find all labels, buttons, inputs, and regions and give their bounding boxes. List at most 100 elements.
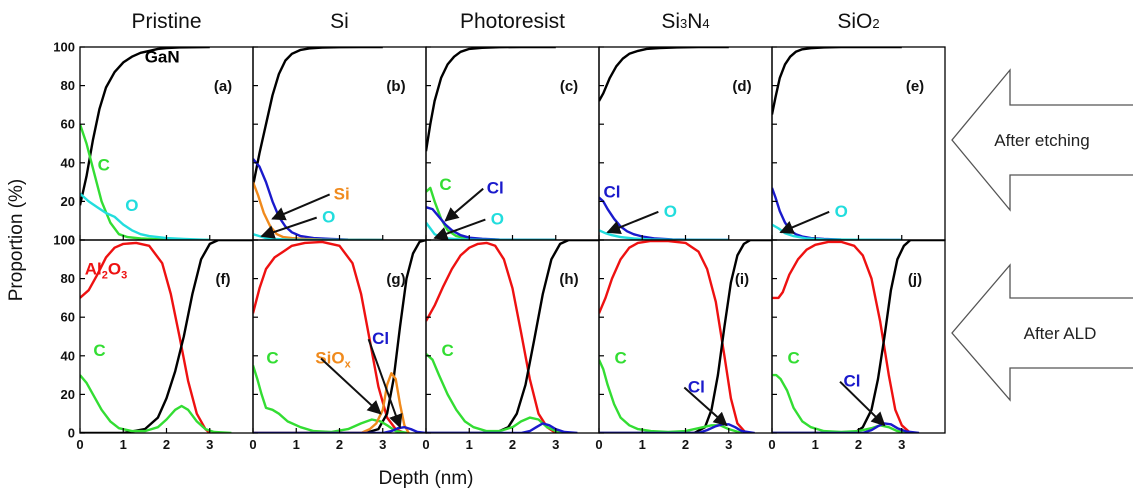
- series-line-C: [80, 123, 210, 240]
- annotation-text: Cl: [844, 372, 861, 391]
- annotation-Cl: Cl: [372, 329, 389, 348]
- annotation-O: O: [664, 202, 677, 221]
- series-line-GaN: [599, 240, 772, 433]
- annotation-C: C: [266, 349, 278, 368]
- series-line-Al2O3: [426, 241, 557, 433]
- series-line-C: [253, 365, 409, 433]
- annotation-arrow: [779, 210, 830, 234]
- panel-g: 0 1 2 3 (g) C SiOx Cl: [249, 239, 427, 452]
- y-tick-label: 100: [53, 233, 75, 248]
- panel-letter-a: (a): [214, 78, 232, 95]
- annotation-arrow: [839, 380, 886, 427]
- column-title-part: 2: [872, 16, 879, 31]
- annotation-O: O: [835, 202, 848, 221]
- column-title-0: Pristine: [131, 10, 201, 33]
- annotation-Si: Si: [334, 184, 350, 203]
- series-line-GaN: [772, 240, 945, 433]
- series-line-Al2O3: [80, 241, 211, 433]
- column-title-part: Photoresist: [460, 10, 565, 33]
- panel-i: 0 1 2 3 (i) C Cl: [595, 239, 773, 452]
- y-axis-title: Proportion (%): [6, 179, 27, 302]
- annotation-arrow: [606, 210, 659, 235]
- y-tick-label: 100: [53, 40, 75, 55]
- annotation-arrow: [320, 357, 382, 415]
- annotation-Cl: Cl: [688, 377, 705, 396]
- y-tick-label: 80: [61, 78, 75, 93]
- ald-arrow: After ALD: [951, 263, 1133, 402]
- annotation-C: C: [614, 349, 626, 368]
- y-tick-label: 20: [61, 194, 75, 209]
- series-line-GaN: [426, 47, 556, 152]
- annotation-C: C: [439, 175, 451, 194]
- series-line-GaN: [80, 240, 253, 433]
- annotation-text: C: [787, 349, 799, 368]
- column-title-part: 4: [702, 16, 709, 31]
- annotation-arrow: [433, 218, 486, 241]
- y-tick-label: 40: [61, 155, 75, 170]
- x-tick-label: 2: [855, 437, 862, 452]
- annotation-Cl: Cl: [844, 372, 861, 391]
- y-tick-label: 60: [61, 310, 75, 325]
- annotation-text: O: [491, 210, 504, 229]
- series-line-GaN: [253, 240, 426, 433]
- panel-letter-i: (i): [735, 271, 749, 288]
- series-group: [253, 240, 426, 433]
- annotation-C: C: [441, 341, 453, 360]
- column-titles: Pristine Si Photoresist Si3N4 SiO2: [131, 10, 879, 33]
- panel-e: (e) O: [771, 46, 946, 241]
- panel-letter-h: (h): [559, 271, 578, 288]
- x-tick-label: 2: [509, 437, 516, 452]
- panel-frame: [598, 239, 773, 434]
- x-tick-label: 3: [898, 437, 905, 452]
- x-tick-label: 2: [336, 437, 343, 452]
- series-line-GaN: [253, 47, 383, 187]
- panel-a: 0 20 40 60 80 100 (a) GaN C O: [53, 40, 254, 248]
- column-title-1: Si: [330, 10, 349, 33]
- etching-arrow: After etching: [951, 68, 1133, 212]
- panel-letter-c: (c): [560, 78, 578, 95]
- annotation-sub: x: [345, 359, 352, 371]
- annotation-C: C: [98, 156, 110, 175]
- annotation-arrow: [271, 193, 331, 221]
- annotation-text: GaN: [145, 47, 180, 66]
- column-title-part: Pristine: [131, 10, 201, 33]
- x-tick-label: 2: [163, 437, 170, 452]
- y-tick-label: 40: [61, 348, 75, 363]
- x-tick-label: 0: [422, 437, 429, 452]
- series-group: [772, 240, 945, 433]
- panel-letter-f: (f): [216, 271, 231, 288]
- series-line-GaN: [599, 47, 729, 102]
- series-group: [599, 240, 772, 433]
- etching-arrow-label: After etching: [994, 131, 1089, 150]
- panel-letter-g: (g): [386, 271, 405, 288]
- panel-d: (d) Cl O: [598, 46, 773, 241]
- annotation-arrow: [260, 216, 318, 239]
- panel-letter-e: (e): [906, 78, 924, 95]
- annotation-text: C: [98, 156, 110, 175]
- y-tick-label: 60: [61, 117, 75, 132]
- ald-arrow-label: After ALD: [1024, 324, 1097, 343]
- x-tick-label: 1: [466, 437, 473, 452]
- annotation-arrow: [367, 338, 403, 429]
- annotation-Al2O3: Al2O3: [85, 260, 127, 282]
- annotation-text: C: [266, 349, 278, 368]
- annotation-sub: 3: [121, 270, 127, 282]
- x-tick-label: 3: [725, 437, 732, 452]
- series-group: [80, 47, 210, 240]
- column-title-part: Si: [661, 10, 680, 33]
- column-title-2: Photoresist: [460, 10, 565, 33]
- x-tick-label: 3: [379, 437, 386, 452]
- panel-letter-d: (d): [732, 78, 751, 95]
- column-title-3: Si3N4: [661, 10, 709, 33]
- annotation-text: Cl: [603, 183, 620, 202]
- ald-arrow-shape: [951, 263, 1133, 402]
- series-line-Al2O3: [599, 240, 747, 433]
- series-group: [80, 240, 253, 433]
- annotation-SiOx: SiOx: [315, 349, 351, 371]
- series-line-O: [253, 233, 383, 240]
- annotation-text: O: [108, 260, 121, 279]
- annotation-text: Cl: [487, 179, 504, 198]
- column-title-part: N: [687, 10, 702, 33]
- series-line-C: [599, 359, 743, 433]
- y-tick-label: 20: [61, 387, 75, 402]
